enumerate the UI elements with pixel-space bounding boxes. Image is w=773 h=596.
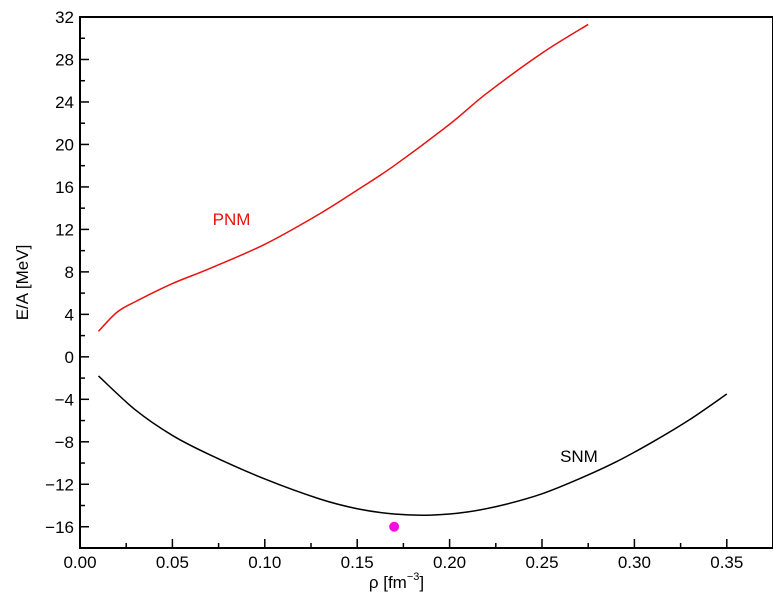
y-axis-ticks: −16 −12 −8 −4 0 4 8 12 16 20 24 28 32 (45, 8, 89, 549)
series-layer (97, 23, 728, 516)
series-line-pnm (97, 23, 589, 332)
plot-frame (79, 16, 773, 549)
y-tick-label: 20 (55, 135, 74, 154)
saturation-point-marker (389, 521, 400, 532)
y-axis-label: E/A [MeV] (13, 245, 32, 321)
y-tick-label: −8 (55, 433, 74, 452)
y-tick-label: 12 (55, 220, 74, 239)
y-tick-label: −16 (45, 518, 74, 537)
y-tick-label: −4 (55, 390, 74, 409)
x-tick-label: 0.20 (433, 553, 466, 572)
series-line-snm (97, 375, 728, 516)
y-tick-label: 28 (55, 50, 74, 69)
x-axis-label: ρ [fm−3] (369, 571, 424, 592)
y-tick-label: 24 (55, 93, 74, 112)
x-tick-label: 0.25 (525, 553, 558, 572)
x-tick-label: 0.15 (341, 553, 374, 572)
plot-border (79, 16, 773, 549)
x-tick-label: 0.00 (63, 553, 96, 572)
y-tick-label: 8 (65, 263, 74, 282)
series-label-pnm: PNM (213, 210, 251, 229)
series-label-snm: SNM (560, 447, 598, 466)
x-tick-label: 0.35 (710, 553, 743, 572)
x-axis-label-exponent: −3 (407, 571, 420, 583)
y-tick-label: 0 (65, 348, 74, 367)
y-tick-label: 4 (65, 305, 74, 324)
y-tick-label: −12 (45, 475, 74, 494)
x-axis-label-main: ρ [fm (369, 573, 407, 592)
x-axis-ticks: 0.00 0.05 0.10 0.15 0.20 0.25 0.30 0.35 (63, 539, 773, 572)
points-layer (389, 521, 400, 532)
x-tick-label: 0.05 (156, 553, 189, 572)
x-tick-label: 0.10 (248, 553, 281, 572)
x-axis-label-end: ] (419, 573, 424, 592)
annotation-layer: PNM SNM (213, 210, 598, 466)
x-tick-label: 0.30 (618, 553, 651, 572)
y-tick-label: 16 (55, 178, 74, 197)
y-tick-label: 32 (55, 8, 74, 27)
